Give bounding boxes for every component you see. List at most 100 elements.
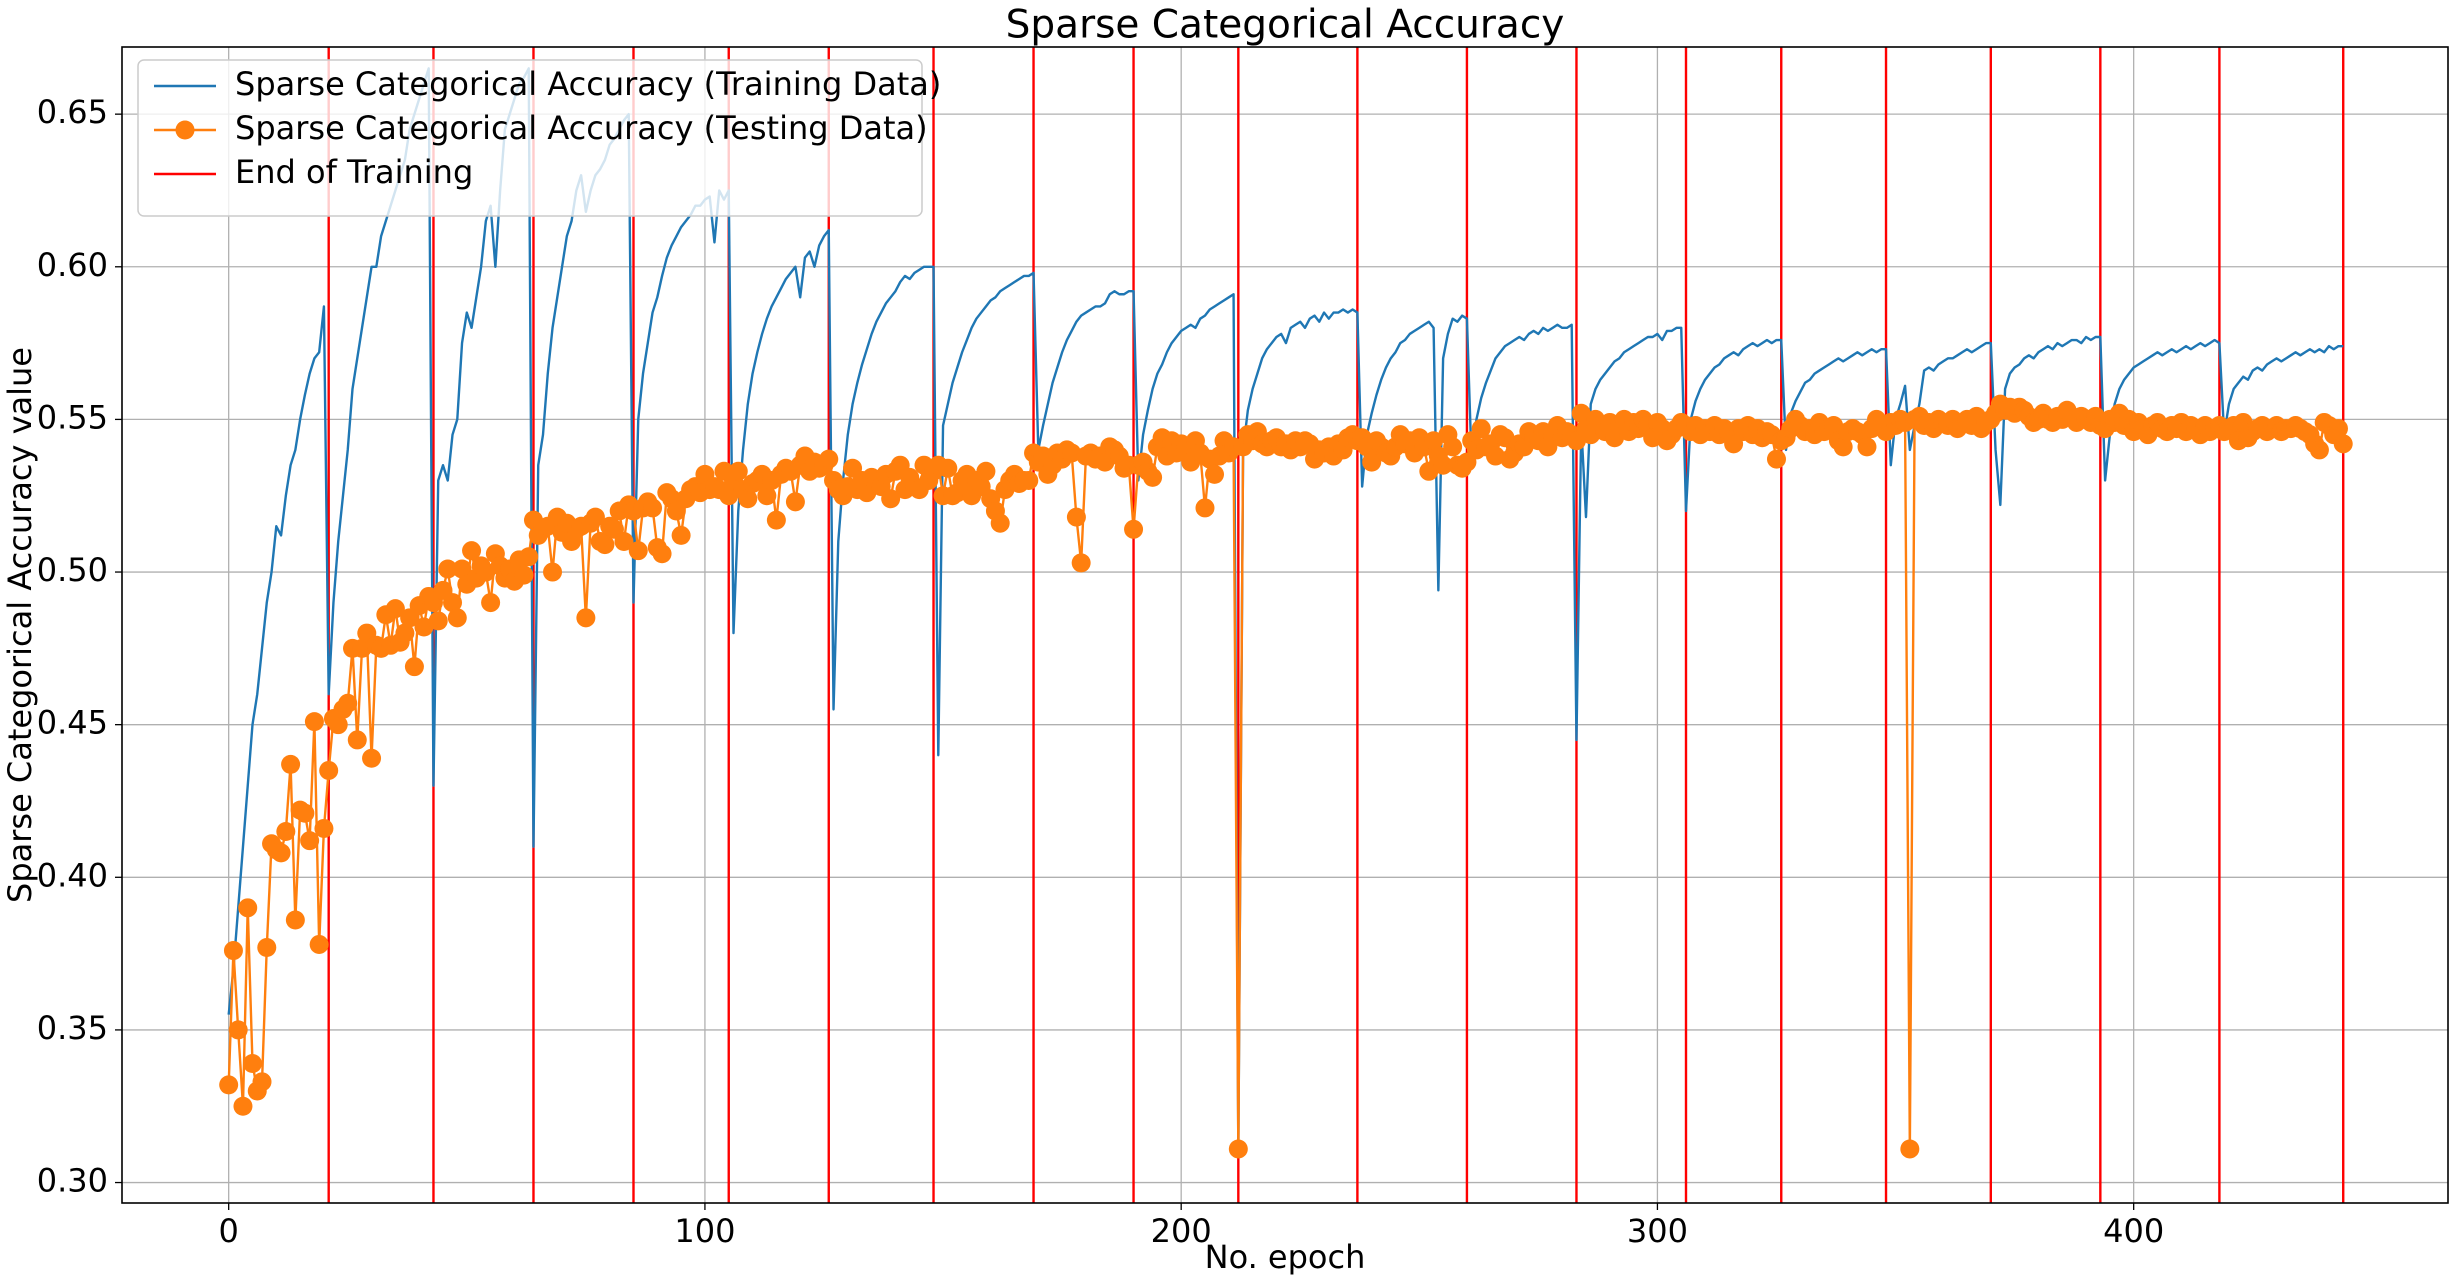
data-point xyxy=(1124,519,1144,539)
data-point xyxy=(285,910,305,930)
data-point xyxy=(514,565,534,585)
data-point xyxy=(219,1075,239,1095)
data-point xyxy=(785,492,805,512)
data-point xyxy=(404,657,424,677)
data-point xyxy=(1433,455,1453,475)
legend: Sparse Categorical Accuracy (Training Da… xyxy=(137,59,941,217)
data-point xyxy=(1857,437,1877,457)
data-point xyxy=(614,532,634,552)
data-point xyxy=(757,486,777,506)
y-axis-label: Sparse Categorical Accuracy value xyxy=(1,347,39,903)
data-point xyxy=(452,559,472,579)
data-point xyxy=(2333,434,2353,454)
data-point xyxy=(228,1020,248,1040)
data-point xyxy=(1205,464,1225,484)
data-point xyxy=(766,510,786,530)
y-tick-label: 0.40 xyxy=(37,856,108,894)
legend-label: Sparse Categorical Accuracy (Training Da… xyxy=(235,65,941,103)
data-point xyxy=(1195,498,1215,518)
data-point xyxy=(242,1053,262,1073)
data-point xyxy=(881,489,901,509)
data-point xyxy=(395,623,415,643)
data-point xyxy=(233,1096,253,1116)
legend-label: End of Training xyxy=(235,153,473,191)
data-point xyxy=(252,1072,272,1092)
data-point xyxy=(328,715,348,735)
data-point xyxy=(976,461,996,481)
data-point xyxy=(223,941,243,961)
data-point xyxy=(238,898,258,918)
x-tick-label: 0 xyxy=(219,1212,239,1250)
data-point xyxy=(314,818,334,838)
legend-box xyxy=(137,59,923,217)
data-point xyxy=(1900,1139,1920,1159)
data-point xyxy=(462,541,482,561)
data-point xyxy=(447,608,467,628)
x-axis-label: No. epoch xyxy=(1205,1238,1366,1276)
data-point xyxy=(1228,1139,1248,1159)
chart-title: Sparse Categorical Accuracy xyxy=(1006,3,1565,48)
axes-frame xyxy=(121,46,2449,1204)
x-tick-label: 300 xyxy=(1627,1212,1688,1250)
data-point xyxy=(938,458,958,478)
data-point xyxy=(481,593,501,613)
data-point xyxy=(319,760,339,780)
data-point xyxy=(1362,452,1382,472)
data-point xyxy=(300,831,320,851)
data-point xyxy=(1495,428,1515,448)
data-point xyxy=(1443,437,1463,457)
data-point xyxy=(1571,403,1591,423)
data-point xyxy=(271,843,291,863)
data-point xyxy=(338,693,358,713)
data-point xyxy=(414,617,434,637)
y-tick-label: 0.35 xyxy=(37,1009,108,1047)
data-point xyxy=(519,547,539,567)
data-point xyxy=(443,593,463,613)
data-point xyxy=(643,498,663,518)
data-point xyxy=(1419,461,1439,481)
data-point xyxy=(2309,440,2329,460)
y-tick-label: 0.55 xyxy=(37,398,108,436)
data-point xyxy=(2328,419,2348,439)
data-point xyxy=(1062,443,1082,463)
data-point xyxy=(347,730,367,750)
data-point xyxy=(990,513,1010,533)
data-point xyxy=(738,489,758,509)
data-point xyxy=(438,559,458,579)
legend-marker xyxy=(175,120,195,140)
data-point xyxy=(585,507,605,527)
y-tick-label: 0.30 xyxy=(37,1162,108,1200)
legend-label: Sparse Categorical Accuracy (Testing Dat… xyxy=(235,109,928,147)
data-point xyxy=(595,535,615,555)
data-point xyxy=(1143,467,1163,487)
data-point xyxy=(309,934,329,954)
data-point xyxy=(1424,431,1444,451)
data-point xyxy=(728,461,748,481)
y-tick-label: 0.50 xyxy=(37,551,108,589)
x-tick-label: 400 xyxy=(2103,1212,2164,1250)
data-point xyxy=(719,486,739,506)
y-tick-label: 0.45 xyxy=(37,704,108,742)
data-point xyxy=(276,822,296,842)
data-point xyxy=(1019,470,1039,490)
data-point xyxy=(1766,449,1786,469)
y-tick-label: 0.65 xyxy=(37,93,108,131)
data-point xyxy=(543,562,563,582)
data-point xyxy=(352,638,372,658)
data-point xyxy=(304,712,324,732)
data-point xyxy=(362,748,382,768)
data-point xyxy=(1833,437,1853,457)
data-point xyxy=(628,541,648,561)
data-point xyxy=(1824,416,1844,436)
y-tick-label: 0.60 xyxy=(37,246,108,284)
data-point xyxy=(257,938,277,958)
data-point xyxy=(576,608,596,628)
data-point xyxy=(1071,553,1091,573)
data-point xyxy=(476,562,496,582)
x-tick-label: 200 xyxy=(1151,1212,1212,1250)
data-point xyxy=(819,449,839,469)
data-point xyxy=(385,599,405,619)
data-point xyxy=(281,754,301,774)
plot-area xyxy=(122,47,2448,1203)
